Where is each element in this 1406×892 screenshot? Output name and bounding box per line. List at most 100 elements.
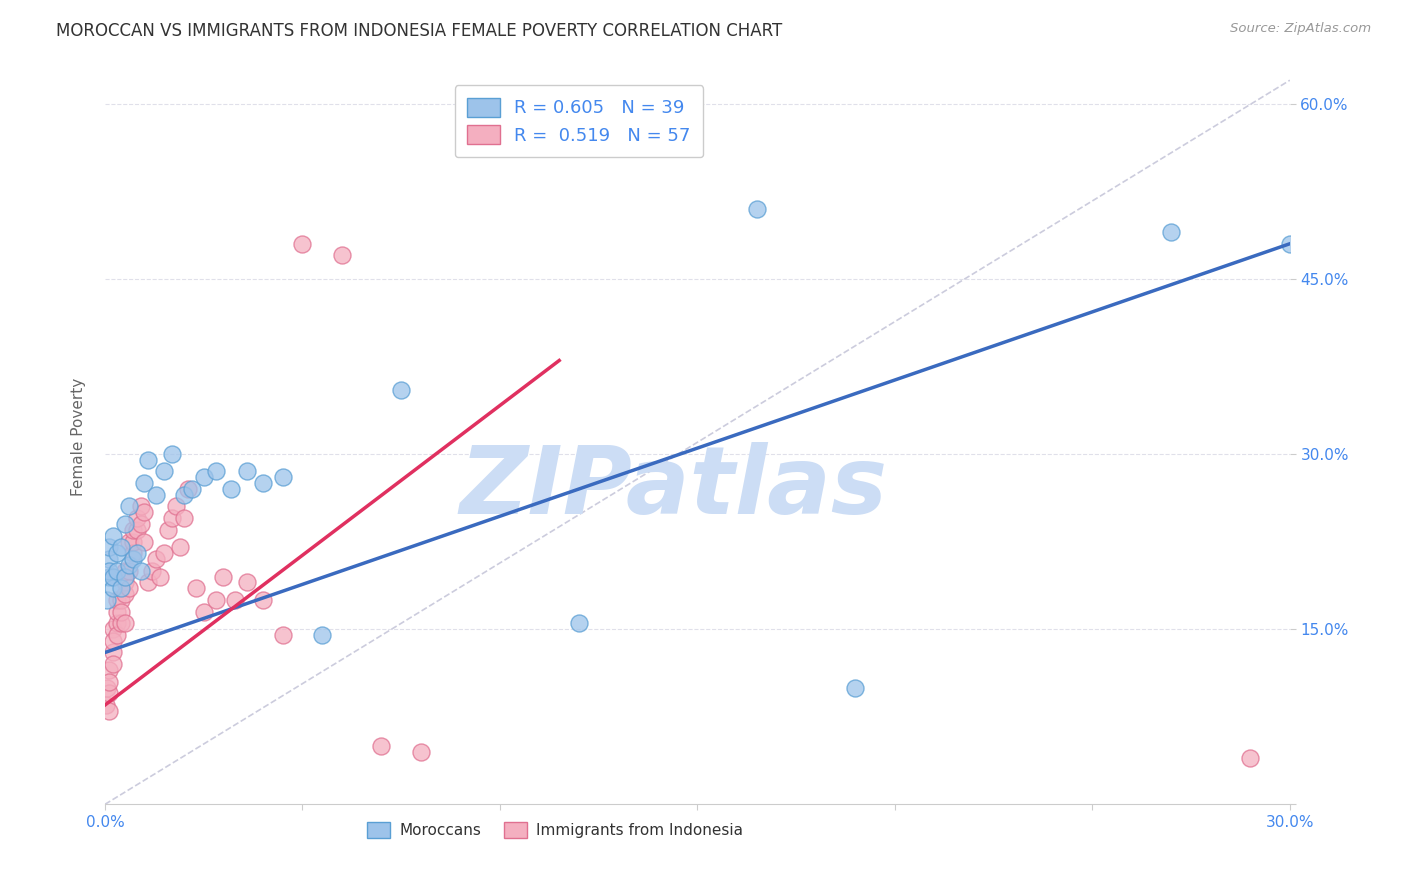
Point: [118, 581, 141, 595]
Text: MOROCCAN VS IMMIGRANTS FROM INDONESIA FEMALE POVERTY CORRELATION CHART: MOROCCAN VS IMMIGRANTS FROM INDONESIA FE…: [56, 22, 783, 40]
Point: [105, 616, 128, 631]
Text: Source: ZipAtlas.com: Source: ZipAtlas.com: [1230, 22, 1371, 36]
Point: [180, 482, 202, 496]
Point: [114, 564, 136, 578]
Point: [97, 564, 120, 578]
Y-axis label: Female Poverty: Female Poverty: [72, 377, 86, 496]
Point: [236, 575, 259, 590]
Point: [105, 564, 128, 578]
Point: [1160, 225, 1182, 239]
Point: [177, 482, 200, 496]
Point: [173, 511, 195, 525]
Point: [1278, 236, 1301, 251]
Point: [193, 470, 215, 484]
Point: [157, 523, 180, 537]
Point: [138, 452, 160, 467]
Point: [97, 569, 120, 583]
Point: [114, 569, 136, 583]
Point: [97, 541, 120, 555]
Point: [105, 546, 128, 560]
Point: [389, 383, 412, 397]
Point: [236, 465, 259, 479]
Point: [96, 681, 118, 695]
Point: [193, 605, 215, 619]
Point: [204, 593, 226, 607]
Point: [221, 482, 243, 496]
Point: [114, 516, 136, 531]
Point: [105, 628, 128, 642]
Point: [110, 581, 132, 595]
Point: [271, 470, 294, 484]
Point: [252, 476, 274, 491]
Point: [129, 500, 152, 514]
Point: [149, 569, 172, 583]
Point: [165, 500, 187, 514]
Point: [160, 511, 183, 525]
Point: [96, 593, 118, 607]
Point: [134, 505, 156, 519]
Point: [212, 569, 235, 583]
Point: [134, 476, 156, 491]
Point: [125, 546, 148, 560]
Point: [291, 236, 314, 251]
Point: [114, 616, 136, 631]
Point: [169, 541, 191, 555]
Point: [844, 681, 866, 695]
Point: [204, 465, 226, 479]
Point: [101, 622, 124, 636]
Point: [745, 202, 768, 216]
Point: [153, 546, 176, 560]
Point: [252, 593, 274, 607]
Point: [101, 569, 124, 583]
Point: [330, 248, 353, 262]
Point: [101, 657, 124, 672]
Point: [101, 645, 124, 659]
Point: [105, 605, 128, 619]
Point: [568, 616, 591, 631]
Point: [121, 546, 143, 560]
Point: [160, 447, 183, 461]
Point: [97, 704, 120, 718]
Point: [184, 581, 207, 595]
Point: [125, 523, 148, 537]
Point: [101, 633, 124, 648]
Point: [97, 552, 120, 566]
Point: [110, 541, 132, 555]
Point: [224, 593, 246, 607]
Point: [118, 558, 141, 572]
Text: ZIPatlas: ZIPatlas: [460, 442, 887, 534]
Point: [153, 465, 176, 479]
Point: [96, 698, 118, 712]
Point: [118, 564, 141, 578]
Point: [97, 686, 120, 700]
Point: [134, 534, 156, 549]
Point: [271, 628, 294, 642]
Point: [1239, 750, 1261, 764]
Point: [97, 674, 120, 689]
Point: [118, 500, 141, 514]
Point: [105, 593, 128, 607]
Point: [311, 628, 333, 642]
Point: [173, 488, 195, 502]
Point: [409, 745, 432, 759]
Point: [110, 593, 132, 607]
Point: [97, 663, 120, 677]
Point: [101, 529, 124, 543]
Point: [141, 564, 163, 578]
Point: [114, 575, 136, 590]
Legend: Moroccans, Immigrants from Indonesia: Moroccans, Immigrants from Indonesia: [361, 816, 749, 845]
Point: [129, 564, 152, 578]
Point: [145, 488, 167, 502]
Point: [129, 516, 152, 531]
Point: [121, 523, 143, 537]
Point: [145, 552, 167, 566]
Point: [101, 581, 124, 595]
Point: [118, 534, 141, 549]
Point: [138, 575, 160, 590]
Point: [110, 605, 132, 619]
Point: [121, 534, 143, 549]
Point: [114, 587, 136, 601]
Point: [110, 616, 132, 631]
Point: [121, 552, 143, 566]
Point: [370, 739, 392, 753]
